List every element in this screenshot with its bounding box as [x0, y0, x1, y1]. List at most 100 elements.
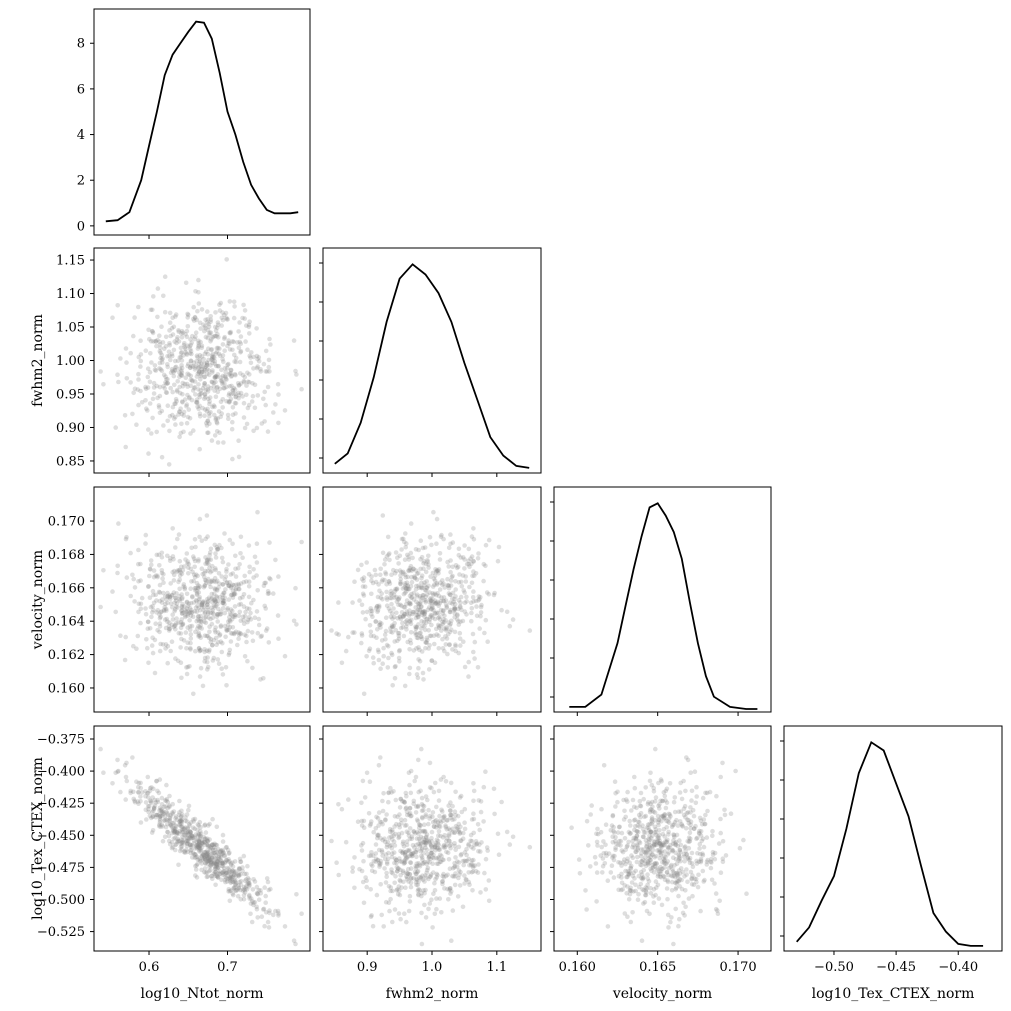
scatter-point-0-2 — [226, 583, 232, 589]
scatter-point-1-2 — [416, 602, 422, 607]
scatter-point-0-2 — [157, 563, 162, 568]
scatter-point-1-2 — [458, 600, 463, 605]
scatter-point-1-2 — [403, 582, 408, 588]
scatter-point-0-1 — [236, 345, 242, 351]
scatter-point-1-2 — [455, 613, 460, 618]
scatter-point-0-3 — [230, 864, 236, 869]
scatter-point-1-3 — [462, 826, 468, 832]
scatter-point-1-3 — [431, 855, 437, 861]
scatter-point-2-3 — [702, 821, 707, 827]
scatter-point-1-2 — [412, 574, 417, 579]
scatter-point-2-3 — [619, 871, 624, 877]
scatter-point-0-1 — [203, 334, 209, 340]
scatter-point-1-2 — [414, 672, 420, 677]
scatter-point-0-1 — [138, 358, 144, 364]
scatter-point-0-3 — [122, 763, 128, 768]
scatter-point-0-2 — [225, 580, 230, 585]
scatter-point-1-2 — [466, 558, 471, 564]
scatter-point-0-3 — [138, 780, 143, 786]
scatter-point-1-2 — [441, 598, 447, 604]
scatter-point-0-3 — [196, 844, 201, 849]
scatter-point-2-3 — [631, 804, 637, 810]
scatter-point-0-3 — [157, 805, 163, 811]
scatter-point-0-3 — [143, 807, 149, 813]
scatter-point-1-2 — [391, 623, 397, 629]
scatter-point-1-2 — [436, 603, 442, 608]
scatter-point-1-2 — [467, 564, 472, 570]
scatter-point-0-1 — [196, 365, 201, 371]
scatter-point-0-1 — [233, 394, 239, 399]
scatter-point-0-3 — [185, 829, 190, 834]
scatter-point-1-2 — [428, 633, 434, 639]
scatter-point-0-2 — [207, 624, 212, 629]
scatter-point-0-1 — [159, 368, 165, 374]
scatter-point-1-2 — [453, 563, 459, 568]
scatter-point-0-3 — [113, 770, 118, 776]
scatter-point-1-2 — [455, 612, 460, 617]
x-axis-label: fwhm2_norm — [386, 986, 479, 1002]
scatter-point-0-1 — [165, 364, 170, 370]
scatter-point-1-3 — [379, 912, 385, 918]
scatter-point-1-2 — [438, 623, 443, 629]
scatter-point-0-2 — [144, 637, 149, 642]
scatter-point-1-2 — [456, 650, 462, 656]
scatter-point-1-3 — [436, 788, 442, 794]
scatter-point-0-3 — [268, 886, 273, 892]
scatter-point-0-3 — [214, 861, 219, 866]
scatter-point-0-2 — [205, 534, 210, 539]
scatter-point-2-3 — [605, 924, 611, 929]
scatter-point-0-1 — [192, 336, 197, 342]
scatter-point-1-2 — [398, 579, 403, 585]
scatter-point-0-3 — [172, 829, 177, 835]
scatter-point-0-3 — [238, 897, 244, 902]
scatter-point-2-3 — [700, 795, 706, 801]
scatter-point-0-1 — [180, 384, 186, 389]
scatter-point-0-2 — [186, 571, 191, 576]
scatter-point-1-2 — [359, 631, 365, 636]
scatter-point-1-2 — [443, 642, 449, 647]
scatter-point-0-1 — [177, 370, 182, 376]
scatter-point-0-2 — [207, 550, 213, 555]
scatter-point-1-2 — [438, 607, 444, 613]
scatter-point-1-3 — [433, 780, 438, 786]
scatter-point-0-1 — [197, 357, 203, 362]
scatter-point-1-3 — [448, 808, 453, 813]
scatter-point-0-3 — [202, 857, 208, 863]
scatter-point-0-1 — [184, 381, 190, 387]
scatter-point-0-3 — [177, 810, 182, 815]
scatter-point-0-2 — [224, 569, 229, 574]
scatter-point-1-3 — [440, 881, 445, 887]
scatter-point-0-3 — [199, 867, 204, 873]
scatter-point-0-2 — [196, 558, 201, 564]
scatter-point-0-1 — [251, 366, 256, 371]
scatter-point-0-3 — [244, 887, 250, 892]
scatter-point-0-3 — [217, 856, 222, 862]
scatter-point-0-2 — [267, 575, 272, 581]
scatter-point-1-2 — [437, 557, 443, 562]
scatter-point-0-1 — [213, 417, 218, 422]
scatter-point-0-3 — [220, 832, 226, 838]
scatter-point-1-3 — [429, 785, 434, 791]
scatter-point-0-1 — [191, 428, 196, 433]
scatter-point-0-1 — [215, 440, 221, 445]
scatter-point-2-3 — [632, 785, 638, 791]
scatter-point-2-3 — [643, 863, 649, 869]
scatter-point-2-3 — [576, 857, 582, 862]
scatter-point-1-2 — [422, 614, 427, 619]
scatter-point-0-2 — [209, 621, 215, 627]
scatter-point-0-1 — [185, 324, 191, 329]
scatter-point-0-1 — [157, 342, 163, 347]
scatter-point-0-1 — [180, 380, 186, 386]
scatter-point-2-3 — [618, 860, 623, 866]
scatter-point-0-2 — [242, 613, 248, 619]
scatter-point-0-1 — [176, 412, 181, 417]
scatter-point-1-3 — [442, 833, 448, 838]
scatter-point-1-2 — [403, 586, 409, 591]
scatter-point-1-2 — [527, 628, 533, 633]
scatter-point-1-2 — [384, 554, 390, 559]
scatter-point-1-2 — [419, 619, 425, 624]
scatter-point-0-1 — [183, 349, 188, 355]
y-axis-label: fwhm2_norm — [30, 314, 46, 407]
x-tick-label: 0.160 — [559, 960, 596, 975]
scatter-point-1-2 — [376, 582, 381, 587]
